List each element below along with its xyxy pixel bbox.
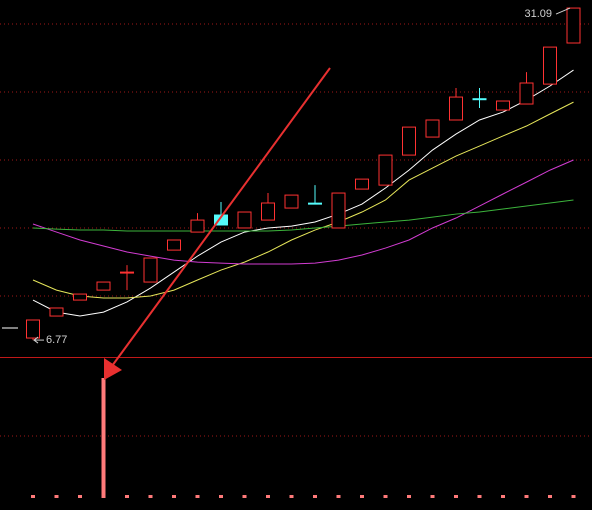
- ma-line: [32, 69, 574, 317]
- arrow-head: [104, 358, 122, 380]
- low-label: 6.77: [46, 334, 67, 346]
- signal-bar: [571, 495, 576, 498]
- candle-body: [472, 98, 487, 101]
- candle-body: [308, 202, 322, 205]
- ma-line: [32, 199, 574, 232]
- signal-bar: [430, 495, 435, 498]
- candle-body: [519, 82, 534, 105]
- candle-body: [378, 154, 393, 186]
- signal-bar: [78, 495, 82, 498]
- candle-body: [73, 293, 87, 301]
- candle-body: [261, 202, 275, 221]
- ma-line: [32, 159, 574, 265]
- candle-body: [237, 211, 252, 229]
- candle-body: [120, 271, 134, 274]
- high-label: 31.09: [524, 8, 552, 20]
- ma-line: [32, 101, 574, 299]
- signal-bar: [524, 495, 529, 498]
- plot-area: 31.09 6.77: [26, 7, 581, 498]
- candle-body: [355, 178, 369, 190]
- signal-bar: [125, 495, 129, 498]
- candle-body: [167, 239, 181, 251]
- arrow-shaft: [111, 67, 331, 367]
- signal-bar: [31, 495, 35, 498]
- annotation-leader: [555, 7, 571, 15]
- signal-bar: [313, 495, 317, 498]
- candle-body: [566, 7, 581, 44]
- candle-body: [26, 319, 40, 339]
- candle-body: [449, 96, 463, 121]
- signal-bar: [219, 495, 223, 498]
- signal-bar: [454, 495, 458, 498]
- candle-body: [543, 46, 557, 85]
- candle-body: [190, 219, 205, 233]
- signal-bar: [477, 495, 482, 498]
- candle-body: [49, 307, 64, 317]
- signal-bar: [407, 495, 411, 498]
- signal-bar: [548, 495, 552, 498]
- signal-bar: [336, 495, 341, 498]
- signal-bar: [360, 495, 364, 498]
- signal-bar: [101, 378, 106, 498]
- annotation-arrowhead: [33, 336, 39, 344]
- candle-body: [425, 119, 440, 138]
- signal-bar: [289, 495, 294, 498]
- candle-body: [143, 257, 158, 283]
- signal-bar: [148, 495, 153, 498]
- signal-bar: [172, 495, 176, 498]
- signal-bar: [383, 495, 388, 498]
- candle-body: [214, 214, 228, 226]
- signal-bar: [54, 495, 59, 498]
- signal-bar: [242, 495, 247, 498]
- signal-bar: [266, 495, 270, 498]
- signal-bar: [195, 495, 200, 498]
- pointer-arrow: [104, 67, 331, 380]
- candle-body: [496, 100, 510, 111]
- candle-body: [284, 194, 299, 209]
- candle-body: [402, 126, 416, 156]
- candle-body: [331, 192, 346, 229]
- signal-bar: [501, 495, 505, 498]
- candle-body: [96, 281, 111, 291]
